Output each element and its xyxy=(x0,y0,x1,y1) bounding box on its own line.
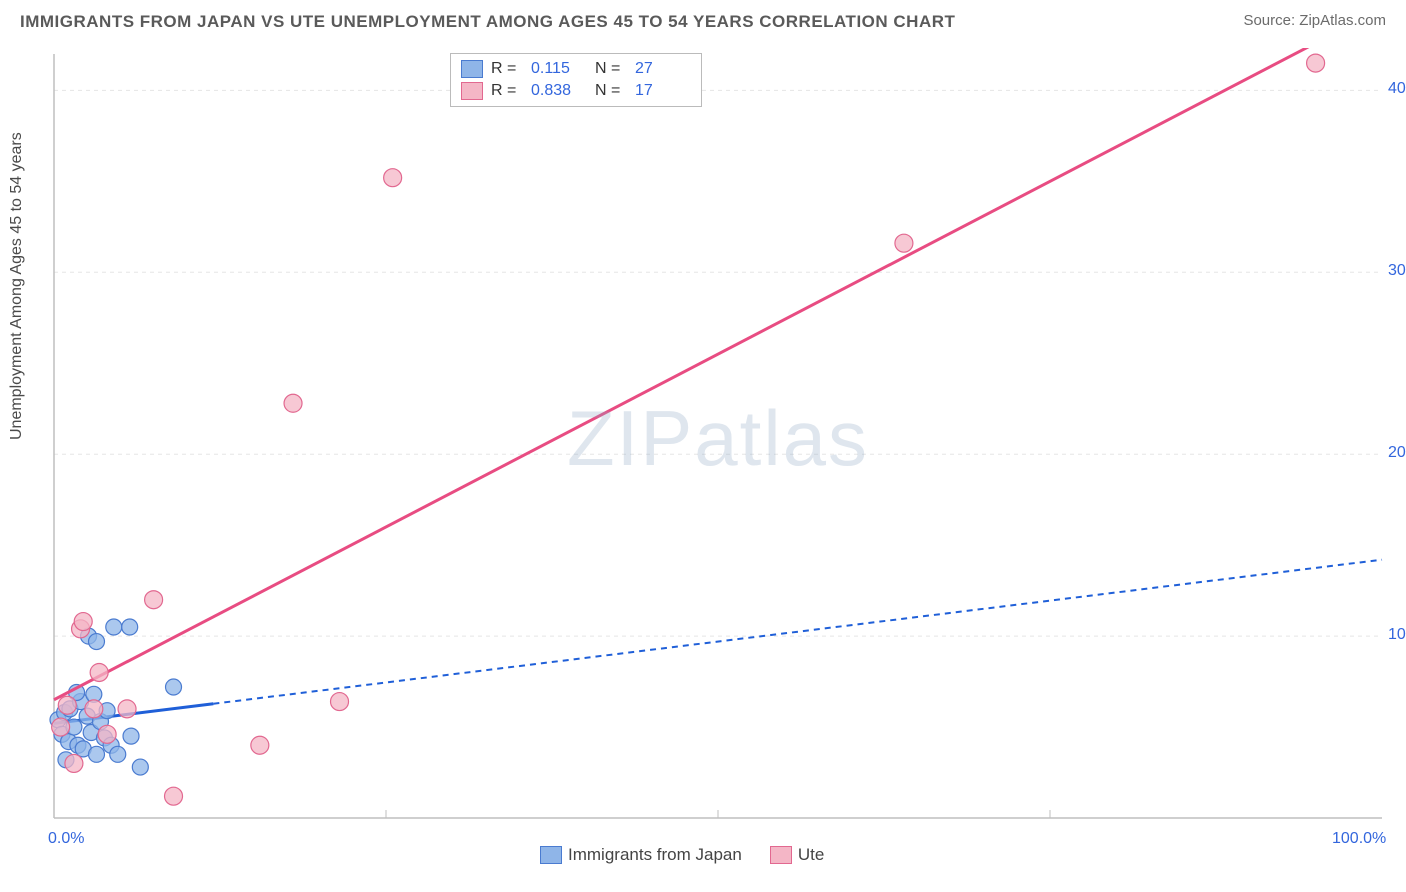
stat-label: R = xyxy=(491,60,523,78)
y-tick-label: 20.0% xyxy=(1388,444,1406,462)
legend-stats-row: R = 0.838 N = 17 xyxy=(461,80,691,102)
legend-stats-row: R = 0.115 N = 27 xyxy=(461,58,691,80)
y-tick-label: 10.0% xyxy=(1388,626,1406,644)
legend-swatch-icon xyxy=(540,846,562,864)
legend-label: Immigrants from Japan xyxy=(568,845,742,865)
stat-label: N = xyxy=(595,60,627,78)
stat-value: 17 xyxy=(635,82,691,100)
legend-label: Ute xyxy=(798,845,824,865)
y-tick-label: 30.0% xyxy=(1388,262,1406,280)
y-tick-label: 40.0% xyxy=(1388,80,1406,98)
stat-label: N = xyxy=(595,82,627,100)
chart-title: IMMIGRANTS FROM JAPAN VS UTE UNEMPLOYMEN… xyxy=(20,12,955,32)
legend-swatch-icon xyxy=(461,60,483,78)
legend-item: Immigrants from Japan xyxy=(540,845,742,865)
legend-stats: R = 0.115 N = 27 R = 0.838 N = 17 xyxy=(450,53,702,107)
stat-label: R = xyxy=(491,82,523,100)
y-axis-label: Unemployment Among Ages 45 to 54 years xyxy=(8,132,26,440)
plot-area: ZIPatlas xyxy=(48,48,1388,838)
source-label: Source: ZipAtlas.com xyxy=(1243,12,1386,29)
legend-swatch-icon xyxy=(770,846,792,864)
stat-value: 0.838 xyxy=(531,82,587,100)
chart-svg xyxy=(48,48,1388,838)
legend-item: Ute xyxy=(770,845,824,865)
stat-value: 0.115 xyxy=(531,60,587,78)
x-tick-label: 0.0% xyxy=(48,830,84,848)
stat-value: 27 xyxy=(635,60,691,78)
x-tick-label: 100.0% xyxy=(1332,830,1386,848)
legend-series: Immigrants from Japan Ute xyxy=(540,845,824,865)
legend-swatch-icon xyxy=(461,82,483,100)
